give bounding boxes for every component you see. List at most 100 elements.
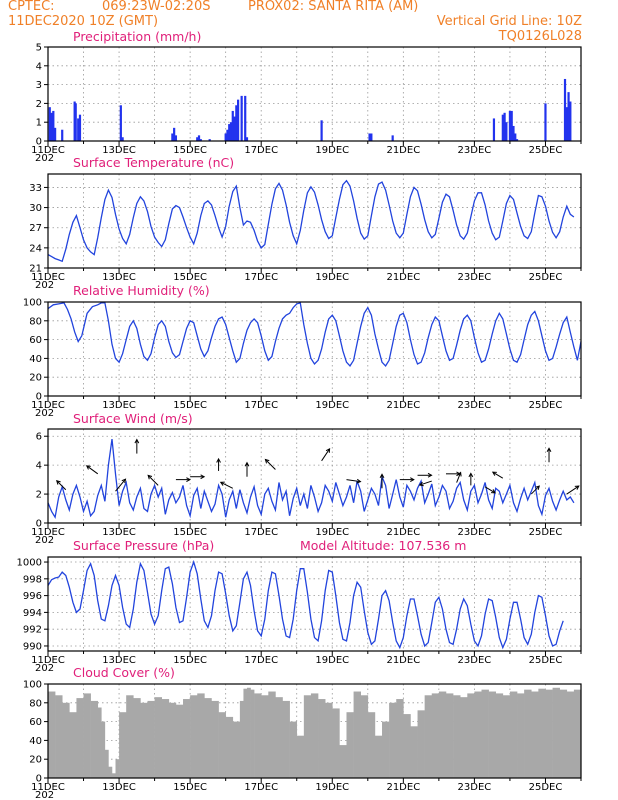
precip-bar bbox=[492, 118, 496, 141]
wind-frame bbox=[47, 428, 582, 524]
x-tick-label: 23DEC bbox=[458, 272, 492, 283]
wind-arrow-head bbox=[186, 477, 191, 482]
cloud-bar bbox=[147, 700, 155, 778]
y-tick-label: 990 bbox=[23, 641, 42, 652]
y-tick-label: 21 bbox=[29, 264, 42, 275]
wind-arrow-head bbox=[574, 485, 580, 490]
x-tick-label: 21DEC bbox=[386, 655, 420, 666]
cloud-bar bbox=[481, 689, 489, 778]
precip-bar bbox=[391, 135, 394, 141]
wind-arrow-head bbox=[491, 471, 497, 476]
temperature-title: Surface Temperature (nC) bbox=[73, 155, 234, 170]
precip-bar bbox=[50, 112, 53, 141]
wind-arrow-head bbox=[216, 457, 221, 463]
cloud-bar bbox=[190, 695, 198, 778]
wind-arrow-head bbox=[535, 485, 540, 491]
cloud-bar bbox=[282, 700, 290, 778]
cloud-bar bbox=[318, 699, 326, 778]
cloud-bar bbox=[410, 726, 418, 778]
precip-bar bbox=[563, 78, 567, 141]
wind-arrow-head bbox=[546, 447, 552, 453]
wind-arrow-head bbox=[457, 471, 462, 477]
cloud-bar bbox=[467, 693, 475, 778]
x-tick-label: 15DEC bbox=[173, 527, 207, 538]
x-year-label: 202 bbox=[35, 535, 54, 546]
cloud-bar bbox=[250, 689, 255, 778]
cloud-cover-panel: 0 20 40 60 80 100 11DEC 13DEC 15DEC 17DEC 19DEC 21D… bbox=[23, 665, 582, 800]
y-tick-label: 0 bbox=[36, 519, 42, 530]
wind-arrow-head bbox=[418, 481, 424, 487]
cloud-bar bbox=[424, 695, 433, 778]
temperature-panel: 21 24 27 30 33 11DEC 13DEC 15DEC 17DEC 19DEC 21DEC… bbox=[29, 155, 582, 291]
precip-bar bbox=[119, 105, 122, 141]
x-tick-label: 23DEC bbox=[458, 655, 492, 666]
cloud-bar bbox=[502, 695, 511, 778]
cloud-bar bbox=[101, 721, 106, 778]
wind-arrow-shaft bbox=[566, 485, 580, 495]
x-tick-label: 15DEC bbox=[173, 145, 207, 156]
precip-bar bbox=[231, 110, 234, 141]
x-year-label: 202 bbox=[35, 280, 54, 291]
y-tick-label: 0 bbox=[36, 774, 42, 785]
cloud-bar bbox=[396, 699, 404, 778]
wind-arrow-shaft bbox=[492, 471, 504, 479]
wind-arrow-shaft bbox=[265, 459, 276, 470]
wind-arrow-shaft bbox=[530, 485, 540, 495]
cloud-bar bbox=[509, 691, 518, 778]
x-tick-label: 17DEC bbox=[244, 655, 278, 666]
wind-line bbox=[47, 439, 575, 520]
wind-panel: 0 2 4 6 11DEC 13DEC 15DEC 17DEC 19DEC 21DEC 23DEC 2… bbox=[31, 411, 582, 546]
y-tick-label: 33 bbox=[29, 183, 42, 194]
cloud-bar bbox=[239, 700, 244, 778]
precip-bar bbox=[52, 110, 55, 141]
precipitation-panel: 0 1 2 3 4 5 11DEC 13DEC 15DEC 17DEC 19DEC 21DEC 23DE… bbox=[31, 29, 582, 164]
cloud-bar bbox=[566, 691, 575, 778]
cloud-bar bbox=[353, 691, 361, 778]
wind-arrow-head bbox=[264, 458, 270, 464]
cloud-bar bbox=[339, 745, 347, 778]
x-tick-label: 13DEC bbox=[102, 400, 136, 411]
wind-arrow-head bbox=[468, 472, 474, 478]
wind-arrow-head bbox=[410, 477, 415, 482]
cloud-bar bbox=[538, 688, 546, 778]
cloud-bar bbox=[545, 689, 553, 778]
x-tick-label: 23DEC bbox=[458, 400, 492, 411]
header: CPTEC: 069:23W-02:20S PROX02: SANTA RITA… bbox=[0, 0, 618, 46]
y-tick-label: 80 bbox=[29, 316, 42, 327]
precip-bar bbox=[503, 112, 506, 141]
cloud-bar bbox=[62, 702, 70, 778]
wind-arrow-head bbox=[379, 473, 385, 479]
cloud-bar bbox=[374, 735, 383, 778]
x-tick-label: 13DEC bbox=[102, 782, 136, 793]
x-tick-label: 21DEC bbox=[386, 400, 420, 411]
x-tick-label: 19DEC bbox=[315, 527, 349, 538]
precipitation-title: Precipitation (mm/h) bbox=[73, 29, 201, 44]
cloud-bar bbox=[225, 716, 234, 778]
pressure-line bbox=[47, 559, 564, 650]
cloud-bar bbox=[460, 697, 468, 778]
wind-arrow-head bbox=[325, 447, 331, 453]
cloud-bar bbox=[367, 712, 376, 778]
x-tick-label: 13DEC bbox=[102, 655, 136, 666]
x-tick-label: 23DEC bbox=[458, 527, 492, 538]
precip-bar bbox=[197, 135, 201, 141]
cloud-bar bbox=[517, 693, 525, 778]
temperature-frame bbox=[47, 173, 582, 269]
header-grid-note: Vertical Grid Line: 10Z bbox=[436, 14, 582, 29]
cloud-bar bbox=[104, 749, 109, 778]
wind-arrow-head bbox=[427, 472, 433, 478]
precip-bar bbox=[61, 129, 64, 141]
header-date: 11DEC2020 10Z (GMT) bbox=[8, 14, 159, 29]
wind-arrow-head bbox=[244, 461, 250, 467]
x-tick-label: 17DEC bbox=[244, 527, 278, 538]
humidity-frame bbox=[47, 301, 582, 397]
x-tick-label: 23DEC bbox=[458, 782, 492, 793]
precip-bar bbox=[54, 127, 57, 141]
precip-bar bbox=[505, 122, 508, 141]
cloud-bar bbox=[211, 700, 219, 778]
cloud-bar bbox=[275, 697, 283, 778]
precip-bar bbox=[121, 137, 124, 141]
cloud-bar bbox=[76, 698, 84, 778]
cloud-bar bbox=[403, 714, 411, 778]
